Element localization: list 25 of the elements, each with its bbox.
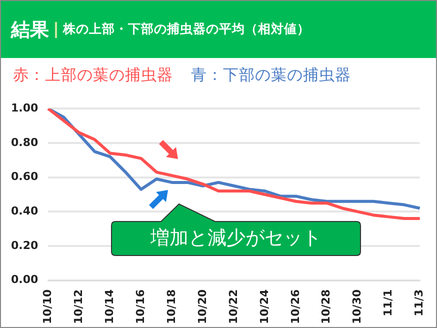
y-tick-label: 1.00 <box>11 101 38 114</box>
x-tick-label: 10/18 <box>164 289 178 324</box>
chart-subtitle: 株の上部・下部の捕虫器の平均（相対値） <box>63 21 310 38</box>
y-tick-label: 0.00 <box>11 273 38 286</box>
x-tick-label: 10/30 <box>350 289 364 324</box>
x-tick-label: 10/10 <box>41 289 54 324</box>
x-tick-label: 11/3 <box>412 289 426 316</box>
y-tick-label: 0.20 <box>11 238 38 252</box>
x-tick-label: 10/14 <box>102 289 116 324</box>
y-tick-label: 0.60 <box>11 170 38 184</box>
x-tick-label: 10/16 <box>134 289 147 324</box>
text: 赤：上部の葉の捕虫器 <box>13 64 173 86</box>
speech-bubble: 増加と減少がセット <box>111 203 361 256</box>
x-tick-label: 10/22 <box>226 289 240 324</box>
x-tick-label: 11/1 <box>382 289 395 316</box>
x-tick-label: 10/12 <box>72 289 85 324</box>
text: 青：下部の葉の捕虫器 <box>191 64 351 86</box>
y-tick-label: 0.80 <box>11 136 38 149</box>
x-tick-label: 10/26 <box>288 289 302 324</box>
x-tick-label: 10/24 <box>258 289 271 324</box>
y-tick-label: 0.40 <box>11 204 38 218</box>
chart-title: 結果 <box>11 18 49 42</box>
x-tick-label: 10/28 <box>320 289 333 324</box>
x-tick-label: 10/20 <box>196 289 209 324</box>
annotation: 増加と減少がセット <box>150 226 322 251</box>
